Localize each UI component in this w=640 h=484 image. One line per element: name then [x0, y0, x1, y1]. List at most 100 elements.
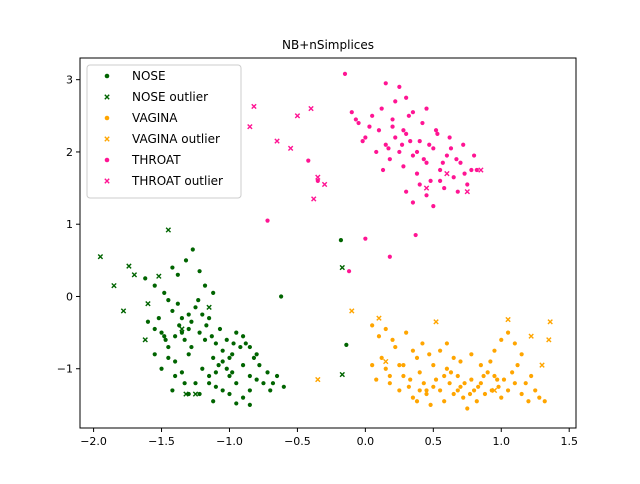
- data-point: [428, 178, 433, 183]
- data-point: [393, 99, 398, 104]
- data-point: [274, 138, 280, 144]
- data-point: [173, 334, 178, 339]
- data-point: [478, 381, 483, 386]
- data-point: [370, 113, 375, 118]
- series-throat-outlier: [247, 103, 484, 202]
- data-point: [433, 319, 439, 325]
- legend-marker: [104, 115, 110, 121]
- data-point: [438, 348, 443, 353]
- data-point: [435, 131, 440, 136]
- x-tick-label: 1.0: [493, 435, 511, 448]
- legend-marker: [104, 157, 110, 163]
- data-point: [197, 269, 202, 274]
- data-point: [469, 377, 474, 382]
- data-point: [421, 381, 426, 386]
- data-point: [240, 395, 246, 400]
- data-point: [499, 395, 504, 400]
- series-nose: [143, 238, 349, 407]
- data-point: [440, 160, 445, 165]
- data-point: [349, 110, 354, 115]
- x-tick-label: −0.5: [284, 435, 311, 448]
- data-point: [186, 326, 191, 332]
- data-point: [183, 391, 189, 397]
- data-point: [163, 337, 168, 342]
- data-point: [376, 315, 382, 321]
- data-point: [374, 149, 379, 155]
- data-point: [189, 319, 194, 324]
- data-point: [254, 352, 259, 357]
- data-point: [410, 153, 416, 158]
- data-point: [279, 294, 284, 299]
- data-point: [424, 106, 429, 111]
- data-point: [376, 128, 382, 133]
- data-point: [476, 384, 481, 389]
- data-point: [471, 388, 477, 393]
- data-point: [186, 352, 191, 357]
- data-point: [408, 139, 413, 144]
- legend-item: NOSE outlier: [104, 90, 208, 104]
- data-point: [220, 348, 225, 353]
- data-point: [424, 391, 429, 397]
- data-point: [227, 355, 232, 361]
- data-point: [505, 330, 511, 335]
- data-point: [387, 254, 392, 259]
- data-point: [458, 160, 463, 165]
- data-point: [492, 373, 497, 379]
- data-point: [519, 391, 524, 397]
- x-tick-label: 0.0: [357, 435, 375, 448]
- data-point: [265, 370, 270, 375]
- data-point: [383, 366, 388, 371]
- data-point: [465, 182, 470, 187]
- data-point: [179, 330, 185, 335]
- data-point: [485, 370, 490, 375]
- data-point: [495, 377, 500, 382]
- data-point: [306, 158, 311, 163]
- data-point: [152, 352, 157, 357]
- data-point: [431, 146, 436, 151]
- data-point: [192, 391, 199, 397]
- series-vagina: [370, 323, 547, 411]
- data-point: [462, 381, 467, 386]
- data-point: [461, 395, 466, 400]
- data-point: [547, 319, 553, 325]
- data-point: [315, 174, 321, 180]
- data-point: [197, 391, 202, 397]
- series-throat: [265, 71, 479, 274]
- data-point: [444, 170, 450, 177]
- data-point: [383, 81, 388, 86]
- data-point: [482, 391, 488, 397]
- data-point: [401, 363, 406, 368]
- data-point: [243, 341, 248, 346]
- data-point: [397, 388, 402, 393]
- data-point: [360, 139, 365, 144]
- data-point: [202, 283, 208, 288]
- data-point: [496, 384, 501, 389]
- data-point: [186, 312, 191, 317]
- data-point: [213, 370, 218, 375]
- data-point: [414, 149, 420, 155]
- data-point: [448, 370, 454, 375]
- data-point: [397, 84, 402, 90]
- y-tick-label: 0: [66, 290, 73, 303]
- data-point: [442, 185, 447, 191]
- data-point: [526, 399, 531, 404]
- data-point: [499, 337, 504, 342]
- data-point: [464, 188, 470, 195]
- data-point: [152, 326, 157, 332]
- data-point: [401, 128, 406, 133]
- data-point: [126, 263, 132, 269]
- data-point: [224, 366, 229, 371]
- data-point: [458, 384, 463, 389]
- data-point: [159, 330, 164, 335]
- data-point: [448, 146, 454, 151]
- data-point: [413, 232, 418, 238]
- data-point: [145, 301, 151, 307]
- data-point: [220, 359, 225, 364]
- data-point: [387, 157, 392, 162]
- data-point: [227, 373, 232, 379]
- data-point: [265, 218, 270, 223]
- data-point: [339, 371, 345, 378]
- data-point: [190, 247, 195, 252]
- data-point: [143, 276, 148, 281]
- data-point: [131, 272, 138, 278]
